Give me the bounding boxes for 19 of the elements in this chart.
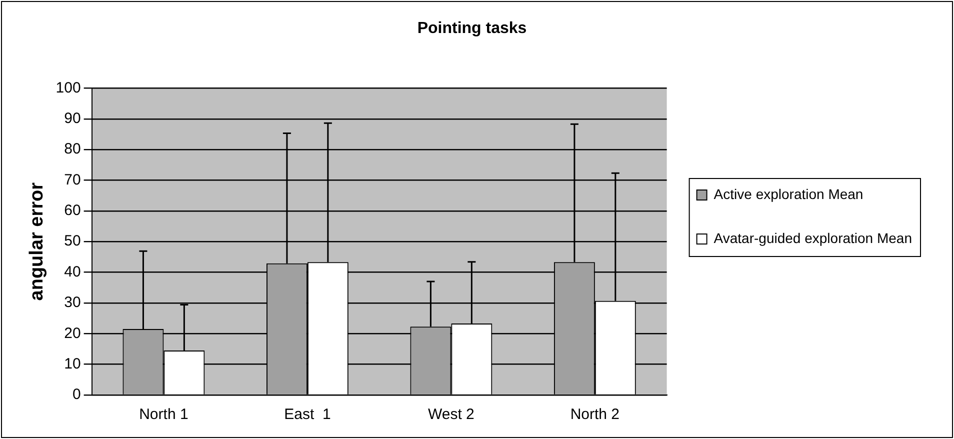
- y-tick-label: 70: [64, 171, 81, 188]
- legend-label: Avatar-guided exploration Mean: [714, 230, 912, 246]
- y-tick-label: 30: [64, 294, 81, 312]
- legend-label: Active exploration Mean: [714, 186, 864, 202]
- y-tick-label: 50: [64, 232, 81, 250]
- y-tick-label: 40: [64, 263, 81, 280]
- y-axis-title: angular error: [26, 182, 48, 301]
- x-tick-label: North 1: [139, 406, 188, 424]
- y-tick-label: 100: [56, 79, 81, 96]
- y-tick-label: 60: [64, 202, 81, 220]
- y-tick-label: 20: [64, 324, 81, 342]
- y-tick-label: 90: [64, 110, 81, 128]
- x-tick-label: North 2: [570, 406, 620, 424]
- y-tick-label: 0: [72, 386, 81, 404]
- chart-title: Pointing tasks: [417, 20, 527, 38]
- x-tick-label: West 2: [428, 406, 474, 424]
- x-tick-label: East 1: [284, 406, 331, 424]
- y-tick-label: 80: [64, 140, 81, 158]
- y-tick-label: 10: [64, 355, 81, 372]
